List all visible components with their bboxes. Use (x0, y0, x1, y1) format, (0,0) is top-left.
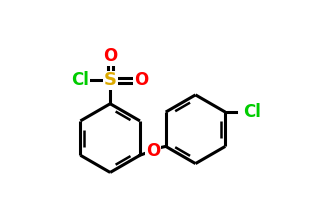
Text: O: O (134, 72, 148, 89)
Text: Cl: Cl (243, 103, 261, 121)
Text: S: S (104, 72, 117, 89)
Text: O: O (146, 142, 160, 160)
Text: Cl: Cl (71, 72, 89, 89)
Text: O: O (103, 47, 117, 65)
